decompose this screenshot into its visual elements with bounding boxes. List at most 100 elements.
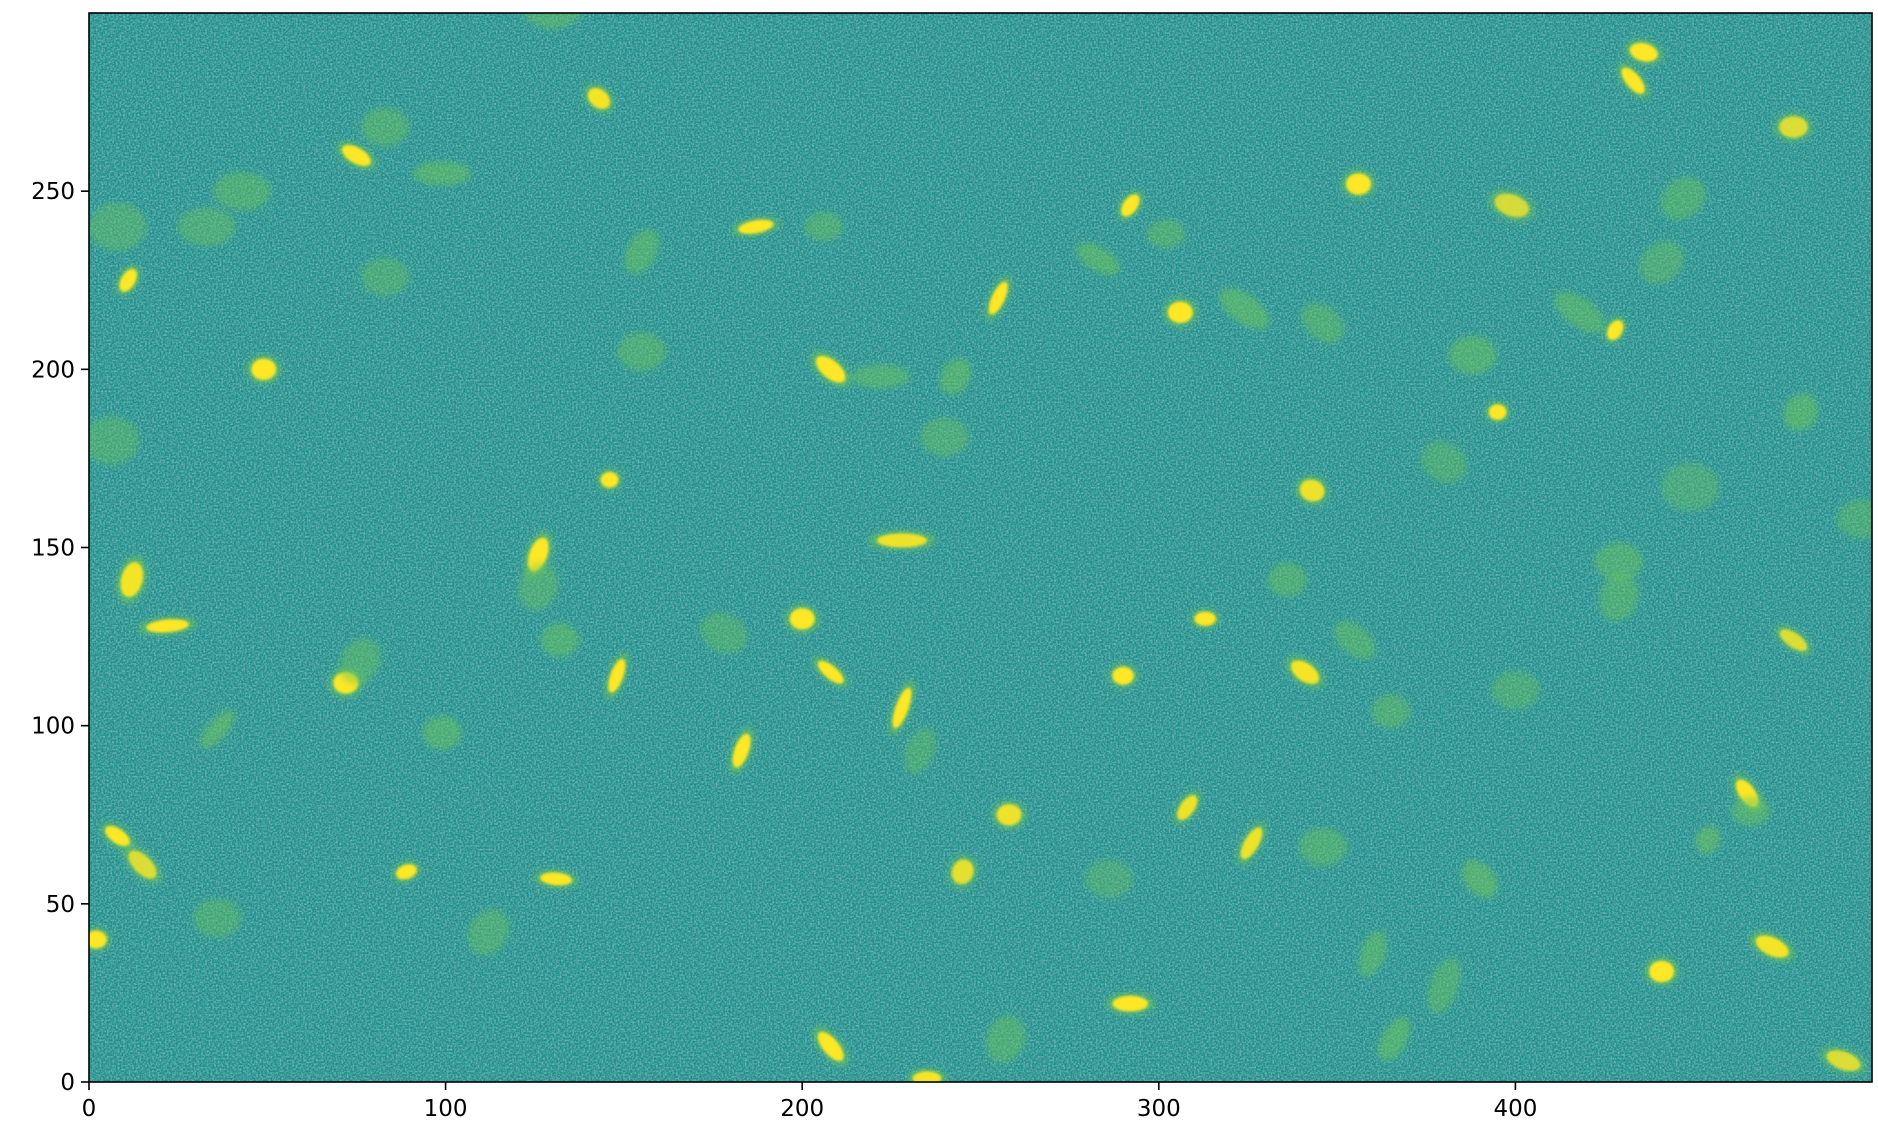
source-halo [360, 107, 410, 147]
source-81 [1236, 821, 1267, 865]
source-80 [1173, 790, 1201, 825]
source-halo [89, 416, 140, 465]
source-37 [1485, 401, 1510, 423]
source-core [1121, 194, 1140, 217]
source-26 [1301, 302, 1345, 344]
source-83 [1461, 859, 1498, 898]
source-65 [1371, 694, 1410, 729]
x-tick-label: 400 [1493, 1096, 1537, 1122]
source-27 [1341, 169, 1376, 199]
source-3 [413, 161, 471, 186]
x-tick-label: 100 [424, 1096, 468, 1122]
source-core [128, 850, 157, 879]
source-halo [1421, 441, 1468, 483]
source-11 [624, 229, 660, 274]
source-halo [1639, 240, 1684, 284]
source-68 [1598, 573, 1639, 621]
source-halo [700, 612, 747, 654]
source-halo [1334, 621, 1376, 660]
source-90 [1427, 958, 1461, 1014]
source-core [120, 562, 144, 598]
source-core [912, 1071, 942, 1082]
source-halo [1378, 1017, 1411, 1061]
source-halo [213, 171, 272, 211]
source-halo [1491, 670, 1540, 710]
source-32 [1660, 176, 1706, 220]
source-core [892, 687, 912, 729]
source-halo [1219, 288, 1270, 330]
source-core [396, 864, 417, 880]
source-29 [1624, 39, 1663, 65]
source-halo [524, 13, 581, 29]
source-93 [813, 1026, 849, 1067]
source-85 [1731, 796, 1771, 826]
source-62 [1334, 621, 1376, 660]
source-core [1755, 935, 1789, 958]
source-halo [422, 716, 462, 750]
source-halo [193, 898, 242, 938]
source-15 [810, 351, 851, 388]
source-50 [868, 530, 936, 550]
source-halo [467, 909, 510, 956]
source-91 [1106, 993, 1155, 1015]
source-66 [1491, 670, 1540, 710]
image-noise [89, 13, 1872, 1082]
source-halo [1731, 796, 1771, 826]
source-69 [1774, 625, 1813, 655]
source-halo [89, 202, 147, 251]
source-55 [200, 709, 235, 749]
y-axis: 0 50 100 150 200 250 [31, 179, 89, 1096]
source-halo [1427, 958, 1461, 1014]
source-76 [89, 927, 111, 952]
source-halo [1298, 827, 1347, 867]
source-41 [1661, 462, 1719, 511]
source-core [1779, 116, 1808, 138]
source-42 [1837, 499, 1872, 539]
source-halo [540, 623, 579, 657]
source-halo [920, 417, 969, 457]
source-halo [1837, 499, 1872, 539]
source-51 [605, 652, 629, 699]
source-38 [1421, 441, 1468, 483]
source-halo [1084, 859, 1133, 899]
source-14 [617, 332, 666, 371]
source-core [817, 1031, 844, 1061]
source-77 [992, 800, 1026, 830]
source-core [146, 619, 189, 633]
source-halo [985, 1015, 1026, 1063]
source-95 [1378, 1017, 1411, 1061]
source-halo [1358, 930, 1387, 977]
source-19 [597, 469, 622, 491]
x-axis: 0 100 200 300 400 [82, 1082, 1537, 1122]
source-core [1488, 404, 1507, 420]
source-2 [360, 107, 410, 147]
source-halo [1301, 302, 1345, 344]
source-halo [1695, 825, 1721, 854]
source-core [951, 859, 974, 885]
source-0 [583, 84, 614, 113]
source-core [540, 872, 573, 886]
source-halo [1076, 242, 1120, 275]
source-core [1629, 42, 1658, 62]
source-70 [100, 822, 135, 850]
source-halo [339, 638, 381, 685]
y-tick-label: 0 [60, 1070, 75, 1096]
source-9 [246, 354, 281, 384]
source-75 [467, 909, 510, 956]
source-core [105, 826, 130, 847]
source-halo [851, 364, 910, 389]
source-core [1779, 629, 1808, 651]
source-core [600, 472, 619, 488]
source-core [251, 358, 277, 380]
source-core [1621, 67, 1645, 94]
source-4 [213, 171, 272, 211]
source-halo [617, 332, 666, 371]
source-45 [518, 563, 559, 611]
source-core [732, 733, 751, 768]
source-halo [1661, 462, 1719, 511]
source-33 [1639, 240, 1684, 284]
y-tick-label: 250 [31, 179, 75, 205]
source-46 [138, 616, 197, 635]
source-12 [732, 217, 780, 237]
